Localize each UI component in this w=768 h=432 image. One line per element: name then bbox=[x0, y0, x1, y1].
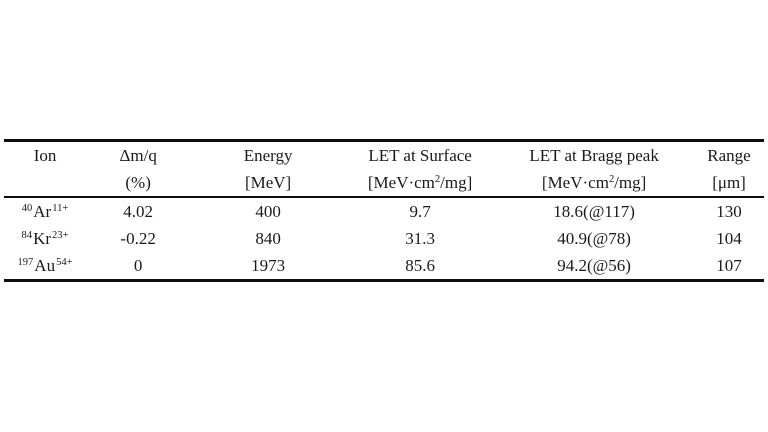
unit-dmq: (%) bbox=[125, 172, 151, 192]
table-row-gold: 197Au54+ 0 1973 85.6 94.2(@56) 107 bbox=[4, 252, 764, 281]
header-label-row: Ion Δm/q Energy LET at Surface LET at Br… bbox=[4, 141, 764, 170]
cell-range: 104 bbox=[716, 228, 742, 248]
ion-charge-superscript: 23+ bbox=[52, 229, 69, 241]
ion-symbol: Ar bbox=[33, 201, 52, 221]
unit-let-surface: [MeV·cm2/mg] bbox=[346, 169, 494, 197]
ion-symbol: Au bbox=[34, 255, 56, 275]
ion-mass-superscript: 84 bbox=[21, 229, 33, 241]
ion-mass-superscript: 40 bbox=[21, 202, 33, 214]
ion-symbol: Kr bbox=[33, 228, 52, 248]
cell-energy: 400 bbox=[255, 201, 281, 221]
ion-charge-superscript: 11+ bbox=[52, 202, 69, 214]
cell-let-surface: 85.6 bbox=[405, 255, 435, 275]
cell-range: 130 bbox=[716, 201, 742, 221]
ion-charge-superscript: 54+ bbox=[56, 256, 73, 268]
unit-energy: [MeV] bbox=[244, 172, 292, 192]
unit-let-bragg: [MeV·cm2/mg] bbox=[494, 169, 694, 197]
unit-text: /mg] bbox=[440, 172, 473, 192]
ion-mass-superscript: 197 bbox=[17, 256, 34, 268]
cell-range: 107 bbox=[716, 255, 742, 275]
unit-text: [MeV·cm bbox=[541, 172, 609, 192]
unit-text: /mg] bbox=[614, 172, 647, 192]
table-header: Ion Δm/q Energy LET at Surface LET at Br… bbox=[4, 141, 764, 197]
column-header-let-bragg: LET at Bragg peak bbox=[529, 145, 659, 165]
cell-ion: 197Au54+ bbox=[4, 252, 86, 281]
cell-ion: 40Ar11+ bbox=[4, 197, 86, 225]
header-unit-row: (%) [MeV] [MeV·cm2/mg] [MeV·cm2/mg] [μm] bbox=[4, 169, 764, 197]
table-row-argon: 40Ar11+ 4.02 400 9.7 18.6(@117) 130 bbox=[4, 197, 764, 225]
cell-let-surface: 9.7 bbox=[409, 201, 431, 221]
cell-let-bragg: 40.9(@78) bbox=[557, 228, 631, 248]
column-header-range: Range bbox=[707, 145, 751, 165]
cell-let-bragg: 18.6(@117) bbox=[553, 201, 635, 221]
cell-ion: 84Kr23+ bbox=[4, 225, 86, 252]
column-header-dmq: Δm/q bbox=[119, 145, 157, 165]
cell-dmq: -0.22 bbox=[120, 228, 156, 248]
column-header-let-surface: LET at Surface bbox=[368, 145, 472, 165]
column-header-energy: Energy bbox=[243, 145, 293, 165]
table-body: 40Ar11+ 4.02 400 9.7 18.6(@117) 130 84Kr… bbox=[4, 197, 764, 281]
unit-superscript: 2 bbox=[434, 173, 441, 185]
table-row-krypton: 84Kr23+ -0.22 840 31.3 40.9(@78) 104 bbox=[4, 225, 764, 252]
cell-dmq: 4.02 bbox=[123, 201, 153, 221]
unit-superscript: 2 bbox=[608, 173, 615, 185]
cell-dmq: 0 bbox=[133, 255, 143, 275]
ion-parameters-table: Ion Δm/q Energy LET at Surface LET at Br… bbox=[4, 139, 764, 282]
column-header-ion: Ion bbox=[33, 145, 57, 165]
cell-let-surface: 31.3 bbox=[405, 228, 435, 248]
unit-text: [MeV·cm bbox=[367, 172, 435, 192]
unit-range: [μm] bbox=[712, 172, 746, 192]
cell-energy: 1973 bbox=[251, 255, 286, 275]
ion-parameters-table-container: Ion Δm/q Energy LET at Surface LET at Br… bbox=[4, 139, 764, 282]
cell-energy: 840 bbox=[255, 228, 281, 248]
unit-ion bbox=[4, 169, 86, 197]
cell-let-bragg: 94.2(@56) bbox=[557, 255, 631, 275]
